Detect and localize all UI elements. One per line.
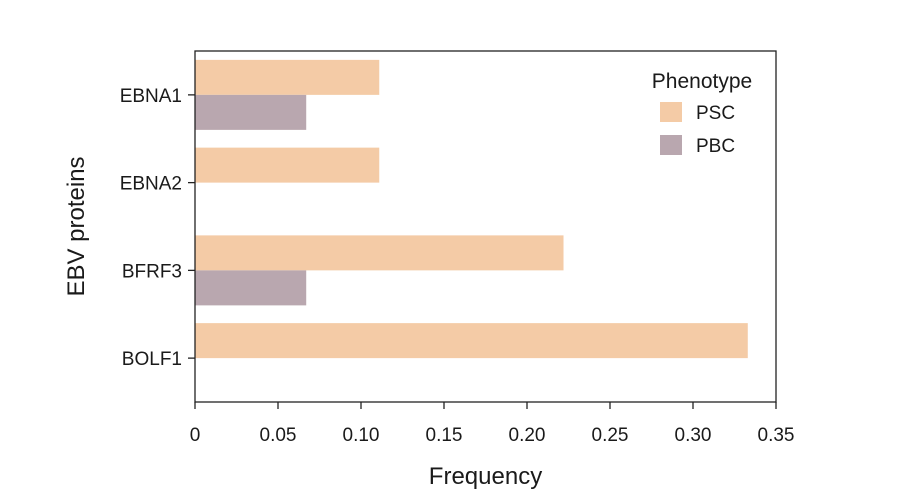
bar-psc-bolf1: [195, 323, 748, 359]
y-axis: EBNA1 EBNA2 BFRF3 BOLF1: [120, 86, 195, 370]
y-axis-title: EBV proteins: [63, 156, 90, 296]
x-tick-label: 0.30: [675, 425, 712, 446]
x-axis-title: Frequency: [429, 463, 542, 490]
y-tick-label: BOLF1: [122, 349, 182, 370]
bar-psc-ebna1: [195, 59, 380, 95]
x-tick-label: 0: [190, 425, 201, 446]
legend-label-pbc: PBC: [696, 136, 735, 157]
bars-layer: [195, 59, 748, 359]
x-tick-label: 0.10: [343, 425, 380, 446]
x-tick-label: 0.20: [509, 425, 546, 446]
bar-psc-bfrf3: [195, 235, 564, 271]
legend-swatch-pbc: [660, 135, 682, 155]
legend: Phenotype PSC PBC: [652, 70, 752, 157]
y-tick-label: EBNA1: [120, 86, 182, 107]
x-tick-label: 0.25: [592, 425, 629, 446]
legend-title: Phenotype: [652, 70, 752, 93]
x-axis: 0 0.05 0.10 0.15 0.20 0.25 0.30 0.35: [190, 402, 795, 446]
bar-psc-ebna2: [195, 147, 380, 183]
legend-swatch-psc: [660, 102, 682, 122]
y-tick-label: BFRF3: [122, 261, 182, 282]
x-tick-label: 0.05: [260, 425, 297, 446]
legend-label-psc: PSC: [696, 103, 735, 124]
y-tick-label: EBNA2: [120, 174, 182, 195]
x-tick-label: 0.15: [426, 425, 463, 446]
bar-pbc-ebna1: [195, 94, 307, 130]
plot-frame: [194, 50, 777, 403]
bar-pbc-bfrf3: [195, 270, 307, 306]
x-tick-label: 0.35: [758, 425, 795, 446]
